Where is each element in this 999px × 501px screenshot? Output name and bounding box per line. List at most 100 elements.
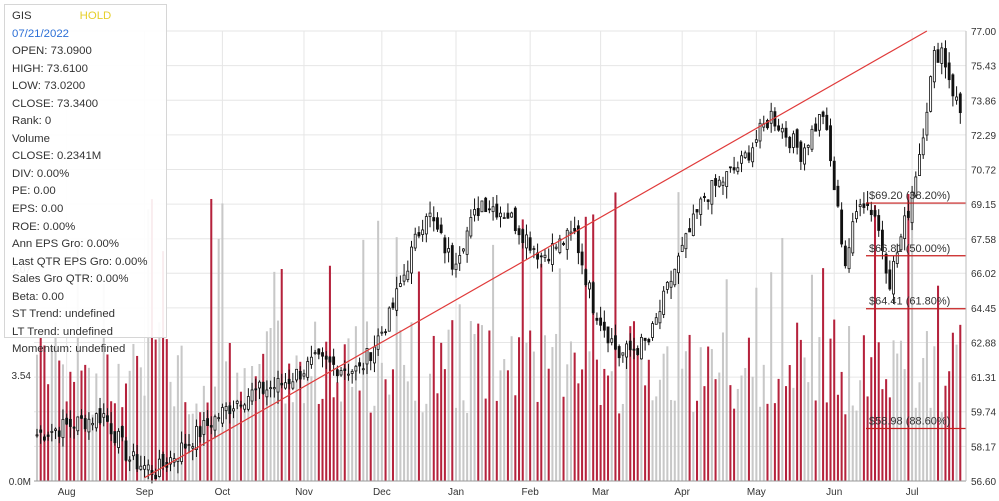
price-tick-label: 70.72: [971, 166, 996, 177]
volume-bar: [102, 283, 105, 481]
candle-body: [424, 216, 428, 235]
candle-body: [628, 340, 632, 351]
volume-bar: [632, 321, 636, 481]
volume-bar: [373, 405, 376, 481]
candle-body: [621, 352, 625, 356]
month-tick-label: Nov: [295, 487, 313, 498]
volume-bar: [454, 407, 458, 481]
volume-bar: [721, 332, 724, 481]
volume-bar: [736, 388, 739, 481]
candle-body: [398, 283, 402, 287]
price-candles: [35, 40, 962, 484]
candle-body: [691, 213, 695, 236]
volume-bar: [288, 363, 291, 481]
candle-body: [858, 204, 862, 207]
candle-body: [298, 371, 302, 380]
volume-bar: [670, 399, 673, 481]
candle-body: [180, 442, 184, 462]
price-tick-label: 73.86: [971, 96, 996, 107]
volume-bar: [310, 376, 313, 481]
candle-body: [558, 238, 562, 253]
candle-body: [35, 434, 39, 437]
stock-info-panel: GIS HOLD 07/21/2022 OPEN: 73.0900 HIGH: 73…: [4, 4, 167, 355]
volume-bar: [425, 403, 428, 481]
candle-body: [669, 280, 673, 288]
quote-date: 07/21/2022: [12, 27, 70, 40]
volume-bar: [162, 251, 165, 481]
stat-line: Ann EPS Gro: 0.00%: [12, 238, 120, 251]
volume-bar: [340, 401, 343, 481]
volume-bar: [306, 358, 309, 481]
volume-bar: [462, 400, 465, 481]
volume-bar: [99, 414, 102, 481]
stat-line: Rank: 0: [12, 115, 52, 128]
candle-body: [443, 237, 447, 254]
candle-body: [462, 248, 465, 252]
candle-body: [958, 93, 962, 114]
candle-body: [777, 125, 781, 131]
candle-body: [817, 114, 821, 131]
volume-bar: [588, 351, 591, 481]
candle-body: [495, 203, 499, 218]
candle-body: [947, 62, 951, 81]
volume-bar: [903, 369, 906, 481]
volume-bar: [911, 190, 914, 481]
candle-body: [254, 388, 258, 391]
volume-bar: [625, 352, 628, 481]
candle-body: [335, 369, 339, 377]
candle-body: [102, 413, 106, 418]
volume-bar: [332, 397, 335, 481]
stat-lines: OPEN: 73.0900 HIGH: 73.6100 LOW: 73.0200 CL…: [12, 43, 166, 359]
candle-body: [550, 243, 554, 265]
candle-body: [758, 122, 762, 142]
volume-bar: [629, 326, 632, 481]
candle-body: [287, 378, 291, 385]
volume-bar: [421, 412, 424, 481]
volume-bar: [221, 203, 224, 481]
volume-bar: [603, 368, 606, 481]
stat-line: EPS: 0.00: [12, 203, 64, 216]
volume-bar: [343, 344, 346, 481]
volume-bar: [440, 342, 443, 481]
candle-body: [795, 129, 799, 148]
candle-body: [250, 389, 254, 402]
price-tick-label: 67.58: [971, 235, 996, 246]
volume-bar: [699, 347, 702, 481]
volume-bar: [91, 414, 94, 481]
volume-bar: [284, 403, 287, 481]
month-tick-label: Jun: [826, 487, 842, 498]
volume-bar: [555, 333, 558, 481]
candle-body: [272, 387, 276, 390]
volume-bar: [388, 394, 391, 481]
candle-body: [228, 405, 232, 415]
candle-body: [217, 417, 221, 420]
candle-body: [246, 396, 250, 410]
volume-bar: [488, 330, 491, 481]
volume-bar: [951, 332, 954, 481]
volume-bar: [929, 407, 932, 481]
candle-body: [476, 208, 480, 217]
stat-line: Momentum: undefined: [12, 343, 126, 356]
candle-body: [647, 339, 651, 343]
month-tick-label: Feb: [522, 487, 540, 498]
candle-body: [725, 171, 729, 187]
volume-bar: [692, 411, 695, 481]
candle-body: [465, 230, 469, 255]
candle-body: [380, 331, 384, 334]
volume-bar: [451, 320, 454, 481]
ticker-symbol: GIS: [12, 10, 32, 22]
candle-body: [843, 245, 847, 267]
volume-bar: [143, 395, 146, 481]
candle-body: [321, 352, 324, 357]
volume-bar: [562, 396, 565, 481]
volume-bar: [169, 381, 172, 481]
volume-bar: [877, 342, 880, 481]
volume-bars: [35, 190, 962, 482]
candle-body: [458, 255, 462, 264]
volume-bar: [684, 351, 687, 481]
volume-bar: [899, 340, 902, 481]
volume-bar: [759, 406, 762, 481]
volume-bar: [124, 383, 128, 481]
volume-bar: [547, 368, 550, 481]
volume-bar: [347, 338, 350, 481]
